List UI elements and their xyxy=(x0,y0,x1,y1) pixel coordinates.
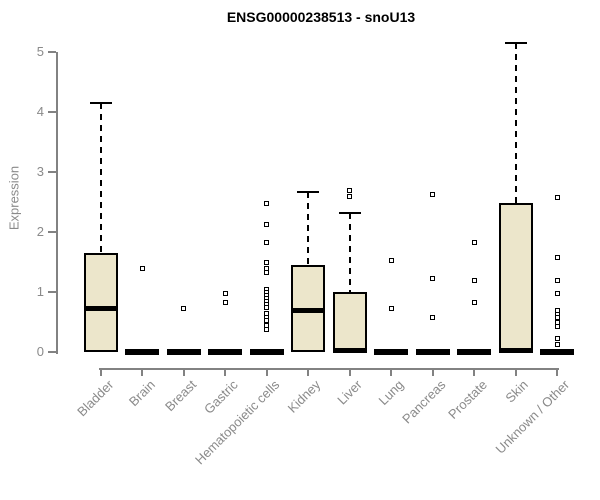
zero-value-bar xyxy=(415,349,450,355)
outlier-marker xyxy=(264,239,269,245)
y-tick xyxy=(48,231,56,233)
zero-value-bar xyxy=(249,349,284,355)
outlier-marker xyxy=(554,277,560,283)
y-tick-label: 4 xyxy=(36,104,44,119)
outlier-marker xyxy=(347,193,352,199)
y-tick xyxy=(48,351,56,353)
outlier-marker xyxy=(264,322,269,328)
outlier-marker xyxy=(554,335,560,341)
box xyxy=(332,292,367,352)
whisker-line xyxy=(307,191,309,265)
outlier-marker xyxy=(388,258,394,264)
box xyxy=(498,203,533,352)
y-axis-line xyxy=(56,52,58,354)
whisker-cap xyxy=(338,211,361,214)
x-tick-label: Gastric xyxy=(200,377,241,417)
y-tick xyxy=(48,51,56,53)
median-line xyxy=(83,305,118,311)
x-tick xyxy=(307,368,309,376)
outlier-marker xyxy=(430,315,435,321)
whisker-cap xyxy=(504,42,527,44)
y-tick xyxy=(48,291,56,293)
y-tick-label: 3 xyxy=(36,164,44,179)
x-tick-label: Breast xyxy=(161,377,200,415)
outlier-marker xyxy=(471,240,477,246)
x-tick-label: Bladder xyxy=(73,377,117,420)
outlier-marker xyxy=(222,291,228,297)
zero-value-bar xyxy=(457,349,491,355)
y-tick-label: 0 xyxy=(36,344,44,359)
x-tick xyxy=(182,368,185,376)
outlier-marker xyxy=(554,195,560,201)
y-tick xyxy=(48,111,56,113)
x-tick-label: Prostate xyxy=(444,377,490,422)
outlier-marker xyxy=(554,323,560,329)
y-tick-label: 1 xyxy=(36,284,44,299)
y-tick xyxy=(48,171,56,173)
zero-value-bar xyxy=(540,349,574,355)
zero-value-bar xyxy=(166,349,201,355)
x-tick xyxy=(390,368,392,376)
median-line xyxy=(498,347,533,353)
outlier-marker xyxy=(264,265,269,271)
zero-value-bar xyxy=(208,349,242,355)
outlier-marker xyxy=(222,299,228,305)
x-tick xyxy=(431,368,434,376)
outlier-marker xyxy=(554,255,560,261)
outlier-marker xyxy=(554,342,560,348)
x-tick-label: Kidney xyxy=(284,377,324,416)
outlier-marker xyxy=(264,304,269,310)
zero-value-bar xyxy=(374,349,408,355)
x-tick xyxy=(265,368,268,376)
x-tick xyxy=(348,368,351,376)
outlier-marker xyxy=(554,290,560,296)
x-axis-line xyxy=(99,368,559,370)
outlier-marker xyxy=(430,276,435,282)
outlier-marker xyxy=(388,306,394,312)
median-line xyxy=(332,347,367,353)
whisker-cap xyxy=(89,102,112,104)
whisker-line xyxy=(99,103,102,253)
x-tick-label: Skin xyxy=(502,377,532,406)
zero-value-bar xyxy=(125,349,159,355)
outlier-marker xyxy=(139,265,145,271)
x-tick-label: Pancreas xyxy=(398,377,449,427)
outlier-marker xyxy=(264,327,269,333)
outlier-marker xyxy=(430,191,435,197)
outlier-marker xyxy=(347,187,352,193)
outlier-marker xyxy=(471,299,477,305)
whisker-line xyxy=(514,43,517,204)
outlier-marker xyxy=(264,270,269,276)
whisker-cap xyxy=(297,190,319,193)
whisker-line xyxy=(348,212,351,292)
y-tick-label: 2 xyxy=(36,224,44,239)
outlier-marker xyxy=(264,259,269,265)
outlier-marker xyxy=(181,305,186,311)
outlier-marker xyxy=(471,277,477,283)
median-line xyxy=(291,307,325,313)
box xyxy=(83,253,118,352)
x-tick xyxy=(556,368,558,376)
outlier-marker xyxy=(264,222,269,228)
x-tick xyxy=(224,368,226,376)
x-tick xyxy=(473,368,475,376)
x-tick-label: Liver xyxy=(334,377,366,408)
x-tick xyxy=(514,368,517,376)
y-tick-label: 5 xyxy=(36,44,44,59)
chart-title: ENSG00000238513 - snoU13 xyxy=(226,9,416,25)
x-tick xyxy=(99,368,102,376)
x-tick xyxy=(141,368,143,376)
outlier-marker xyxy=(264,200,269,206)
x-tick-label: Unknown / Other xyxy=(493,377,573,457)
x-tick-label: Brain xyxy=(125,377,158,410)
x-tick-label: Lung xyxy=(375,377,407,409)
